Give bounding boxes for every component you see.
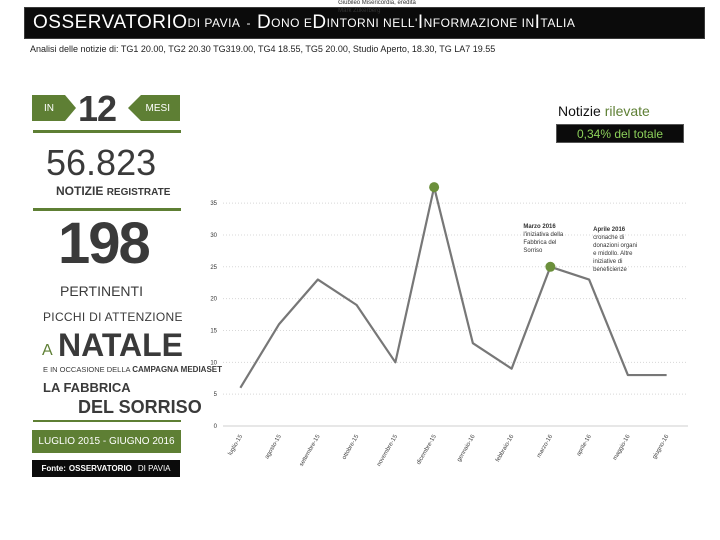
title-part: NFORMAZIONE IN bbox=[423, 16, 535, 30]
total-news-count: 56.823 bbox=[46, 142, 157, 183]
title-part: I bbox=[534, 12, 541, 33]
x-tick-label: ottobre-15 bbox=[341, 433, 360, 460]
chart-annotation: Aprile 2016 cronache di donazioni organi e… bbox=[593, 226, 637, 274]
campagna-text: CAMPAGNA MEDIASET bbox=[132, 365, 222, 374]
highlight-point bbox=[545, 261, 556, 272]
x-tick-label: agosto-15 bbox=[264, 433, 283, 460]
y-tick-label: 10 bbox=[210, 360, 217, 366]
annotation-line: Sorriso bbox=[523, 247, 543, 254]
fonte-place: DI PAVIA bbox=[137, 464, 171, 473]
notizie-label: NOTIZIE bbox=[56, 184, 104, 198]
picchi-label: PICCHI DI ATTENZIONE bbox=[43, 310, 183, 324]
chart-annotation: Dicembre 2015iniziative natalizie, Telet… bbox=[338, 0, 416, 15]
y-tick-label: 20 bbox=[210, 297, 217, 303]
divider bbox=[33, 208, 181, 211]
divider bbox=[33, 130, 181, 133]
annotation-title: Marzo 2016 bbox=[523, 223, 556, 230]
months-number: 12 bbox=[78, 88, 117, 129]
fonte-label: Fonte: bbox=[41, 464, 66, 473]
legend-title-rilevate: rilevate bbox=[604, 103, 650, 119]
title-part: I bbox=[417, 12, 424, 33]
series-line bbox=[239, 186, 667, 389]
y-tick-label: 15 bbox=[210, 328, 217, 334]
line-chart: 0 5 10 15 20 25 30 35 luglio-15 agosto-15 settembr… bbox=[210, 182, 688, 468]
annotation-line: Mark Zukerberg bbox=[338, 8, 381, 15]
a-label: A bbox=[42, 342, 53, 359]
annotation-line: Fabbrica del bbox=[523, 239, 557, 246]
x-tick-label: dicembre-15 bbox=[416, 433, 438, 465]
registrate-label: REGISTRATE bbox=[106, 187, 171, 198]
legend-title-notizie: Notizie bbox=[558, 103, 601, 119]
period-badge: LUGLIO 2015 - GIUGNO 2016 bbox=[32, 430, 181, 453]
x-tick-label: aprile-16 bbox=[576, 433, 593, 457]
legend-title: Notizie rilevate bbox=[558, 103, 650, 119]
annotation-line: l'iniziativa della bbox=[523, 231, 564, 238]
title-separator: - bbox=[246, 16, 251, 30]
analysis-subtitle: Analisi delle notizie di: TG1 20.00, TG2… bbox=[30, 44, 496, 54]
annotation-line: Giubileo Misericordia, eredità bbox=[338, 0, 416, 7]
y-tick-label: 35 bbox=[210, 201, 217, 207]
x-tick-label: luglio-15 bbox=[228, 433, 245, 456]
title-part: INTORNI NELL' bbox=[326, 16, 418, 30]
legend-percent-box: 0,34% del totale bbox=[556, 124, 684, 143]
occasione-text: E IN OCCASIONE DELLA bbox=[43, 365, 131, 374]
divider bbox=[33, 420, 181, 422]
highlight-point bbox=[429, 182, 440, 193]
fonte-org: OSSERVATORIO bbox=[68, 464, 132, 473]
annotation-line: iniziative di bbox=[593, 258, 623, 265]
pertinent-count: 198 bbox=[58, 211, 151, 276]
sorriso-label: DEL SORRISO bbox=[78, 397, 202, 417]
chart-annotation: Marzo 2016 l'iniziativa della Fabbrica del… bbox=[523, 223, 563, 255]
annotation-line: beneficienze bbox=[593, 266, 627, 273]
occasione-label: E IN OCCASIONE DELLA CAMPAGNA MEDIASET bbox=[43, 365, 222, 374]
title-banner: OSSERVATORIO DI PAVIA - D ONO E D INTORNI … bbox=[24, 7, 705, 39]
title-di-pavia: DI PAVIA bbox=[187, 16, 241, 30]
x-tick-label: marzo-16 bbox=[536, 433, 554, 459]
source-badge: Fonte: OSSERVATORIO DI PAVIA bbox=[32, 460, 180, 477]
x-tick-label: febbraio-16 bbox=[495, 433, 516, 463]
title-osservatorio: OSSERVATORIO bbox=[33, 12, 188, 33]
title-part: D bbox=[256, 12, 272, 33]
x-tick-label: settembre-15 bbox=[299, 433, 322, 467]
y-tick-label: 30 bbox=[210, 233, 217, 239]
y-tick-label: 25 bbox=[210, 265, 217, 271]
annotation-title: Aprile 2016 bbox=[593, 226, 626, 233]
notizie-registrate-label: NOTIZIE REGISTRATE bbox=[56, 184, 170, 198]
y-tick-label: 5 bbox=[214, 392, 218, 398]
x-tick-label: giugno-16 bbox=[652, 433, 671, 460]
fabbrica-label: LA FABBRICA bbox=[43, 380, 131, 395]
x-tick-label: novembre-15 bbox=[376, 433, 399, 467]
annotation-line: cronache di bbox=[593, 234, 625, 241]
x-tick-label: gennaio-16 bbox=[456, 433, 477, 463]
in-tag: IN bbox=[32, 95, 76, 121]
pertinenti-label: PERTINENTI bbox=[60, 283, 143, 299]
annotation-line: e midollo. Altre bbox=[593, 250, 633, 257]
y-tick-label: 0 bbox=[214, 424, 218, 430]
title-part: D bbox=[312, 12, 327, 33]
annotation-line: donazioni organi bbox=[593, 242, 638, 249]
natale-label: NATALE bbox=[58, 327, 184, 363]
title-part: ONO E bbox=[271, 16, 313, 30]
x-tick-label: maggio-16 bbox=[612, 433, 632, 461]
mesi-tag: MESI bbox=[128, 95, 180, 121]
title-part: TALIA bbox=[540, 16, 576, 30]
